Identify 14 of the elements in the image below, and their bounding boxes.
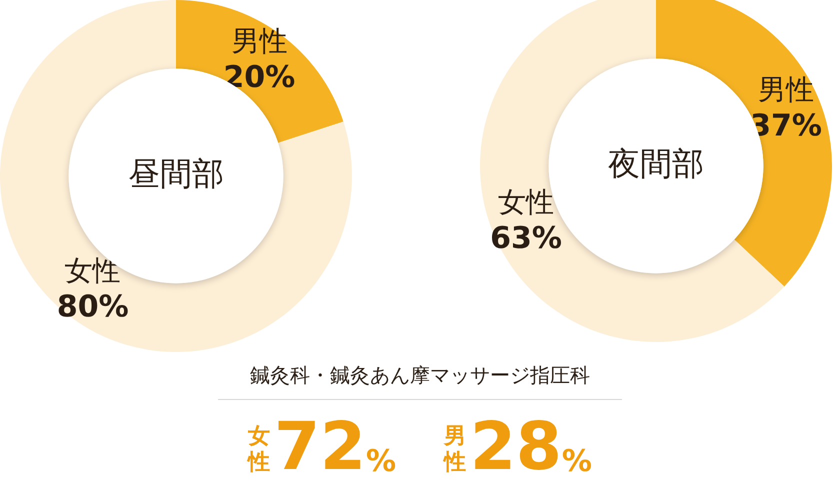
text: 鍼灸科・鍼灸あん摩マッサージ指圧科 [249, 362, 591, 389]
text: 女性 [248, 424, 270, 476]
slice-label: 女性 [64, 254, 121, 287]
slice-label: 女性 [498, 186, 554, 219]
data-label: 63% [490, 221, 562, 256]
slice-label: 男性 [758, 73, 814, 106]
text: 夜間部 [608, 144, 704, 182]
text: 28% [470, 408, 592, 485]
slice-label: 男性 [231, 24, 288, 58]
data-label: 20% [223, 60, 296, 96]
text: 昼間部 [128, 154, 224, 192]
data-label: 80% [56, 289, 129, 324]
text: 72% [274, 408, 396, 485]
text: 男性 [444, 424, 466, 476]
